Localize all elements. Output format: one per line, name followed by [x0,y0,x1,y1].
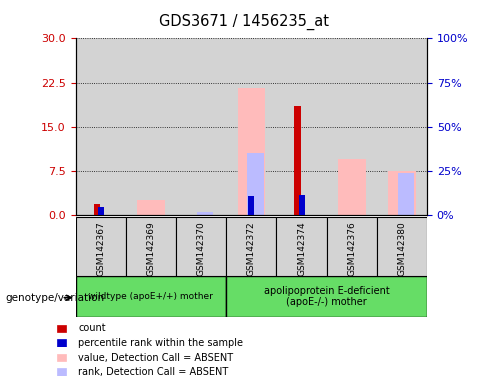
Text: GSM142372: GSM142372 [247,222,256,276]
Text: genotype/variation: genotype/variation [5,293,104,303]
Text: apolipoprotein E-deficient
(apoE-/-) mother: apolipoprotein E-deficient (apoE-/-) mot… [264,286,389,308]
Bar [276,38,326,215]
Bar [326,38,377,215]
Bar [226,38,276,215]
Bar [294,106,301,215]
Bar [126,38,176,215]
Bar [226,217,276,276]
Bar [398,173,414,215]
Bar [326,217,377,276]
Text: GSM142376: GSM142376 [347,222,356,276]
Bar [238,88,265,215]
Bar [299,195,305,215]
Text: GDS3671 / 1456235_at: GDS3671 / 1456235_at [159,13,329,30]
Bar [94,204,100,215]
Bar [76,38,126,215]
Text: GSM142370: GSM142370 [197,222,205,276]
Text: rank, Detection Call = ABSENT: rank, Detection Call = ABSENT [78,367,228,377]
Text: GSM142374: GSM142374 [297,222,306,276]
Bar [248,197,254,215]
Bar [76,217,126,276]
Text: count: count [78,323,106,333]
Bar [338,159,366,215]
Bar [388,171,416,215]
Text: percentile rank within the sample: percentile rank within the sample [78,338,243,348]
Text: GSM142380: GSM142380 [397,222,407,276]
Bar [76,276,226,317]
Bar [126,217,176,276]
Text: GSM142369: GSM142369 [146,222,156,276]
Bar [176,38,226,215]
Bar [176,217,226,276]
Bar [197,212,213,215]
Bar [226,276,427,317]
Bar [377,38,427,215]
Text: GSM142367: GSM142367 [96,222,105,276]
Bar [98,207,104,215]
Bar [137,200,165,215]
Bar [276,217,326,276]
Bar [377,217,427,276]
Bar [247,153,264,215]
Text: value, Detection Call = ABSENT: value, Detection Call = ABSENT [78,353,233,362]
Text: wildtype (apoE+/+) mother: wildtype (apoE+/+) mother [88,292,213,301]
